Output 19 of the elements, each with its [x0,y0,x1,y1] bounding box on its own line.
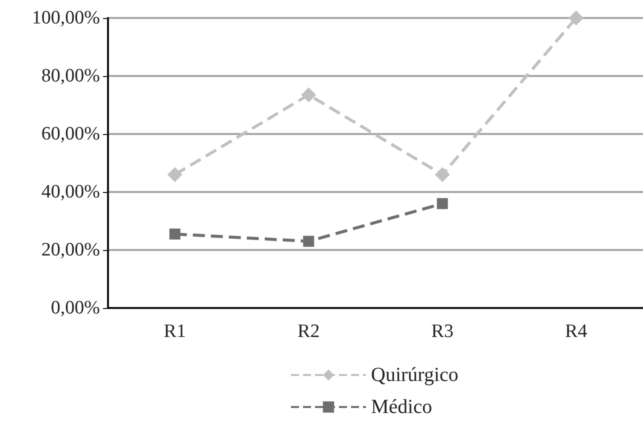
x-tick-label: R1 [164,321,186,342]
y-tick-label: 100,00% [32,8,100,28]
legend-label: Quirúrgico [371,364,458,386]
point [303,236,314,247]
legend-label: Médico [371,396,432,418]
x-tick-label: R3 [431,321,454,342]
point [568,10,584,26]
y-tick-label: 80,00% [41,66,100,86]
point [169,228,180,240]
point [301,87,316,102]
x-tick-label: R4 [565,321,588,342]
point [167,167,182,182]
y-tick-label: 60,00% [41,124,100,144]
point [436,198,448,210]
x-tick-label: R2 [298,321,320,342]
point [434,167,450,182]
y-tick-label: 40,00% [41,182,100,202]
y-tick-label: 20,00% [41,240,100,260]
y-tick-label: 0,00% [50,298,100,318]
